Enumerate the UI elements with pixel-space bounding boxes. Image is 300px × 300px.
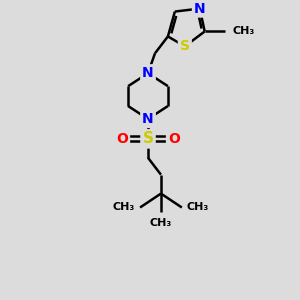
Text: S: S: [142, 131, 154, 146]
Text: O: O: [116, 132, 128, 146]
Text: CH₃: CH₃: [113, 202, 135, 212]
Text: N: N: [142, 66, 154, 80]
Text: N: N: [194, 2, 206, 16]
Text: N: N: [142, 112, 154, 126]
Text: CH₃: CH₃: [232, 26, 255, 36]
Text: O: O: [168, 132, 180, 146]
Text: CH₃: CH₃: [150, 218, 172, 228]
Text: S: S: [180, 39, 190, 53]
Text: CH₃: CH₃: [187, 202, 209, 212]
